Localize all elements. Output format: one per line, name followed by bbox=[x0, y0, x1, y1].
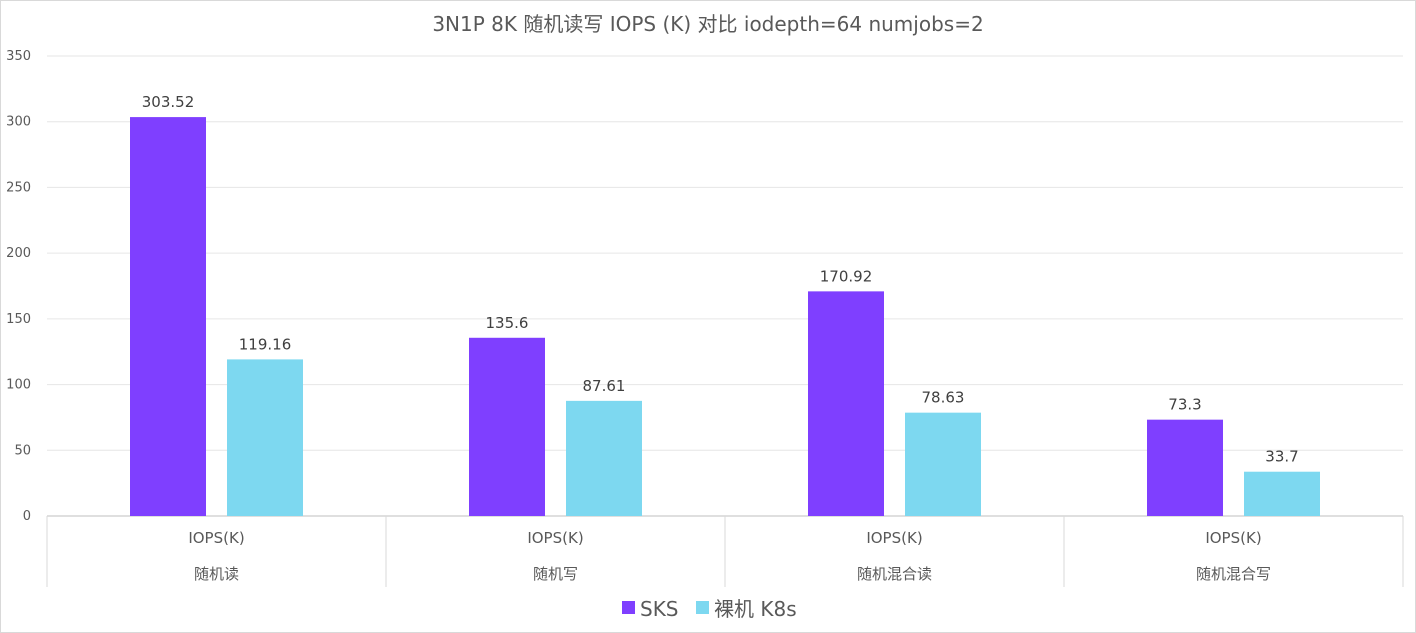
legend: SKS 裸机 K8s bbox=[622, 597, 797, 621]
bar bbox=[227, 359, 303, 516]
data-label: 170.92 bbox=[820, 267, 873, 285]
data-label: 33.7 bbox=[1265, 448, 1298, 466]
y-axis: 0 50 100 150 200 250 300 350 bbox=[6, 49, 31, 524]
data-label: 135.6 bbox=[486, 314, 529, 332]
bar bbox=[905, 412, 981, 516]
data-label: 73.3 bbox=[1168, 396, 1201, 414]
x-tick-label-group: 随机混合读 bbox=[857, 565, 932, 583]
y-tick-label: 150 bbox=[6, 312, 31, 327]
y-tick-label: 50 bbox=[14, 443, 31, 458]
data-label: 78.63 bbox=[922, 389, 965, 407]
data-label: 303.52 bbox=[142, 93, 195, 111]
bar bbox=[469, 337, 545, 516]
y-tick-label: 250 bbox=[6, 180, 31, 195]
legend-swatch bbox=[696, 601, 709, 614]
data-labels: 303.52 119.16 135.6 87.61 170.92 78.63 73.3 33.… bbox=[142, 93, 1299, 466]
y-tick-label: 300 bbox=[6, 115, 31, 130]
x-tick-label-metric: IOPS(K) bbox=[188, 529, 244, 547]
y-tick-label: 0 bbox=[23, 509, 31, 524]
bar bbox=[1147, 419, 1223, 516]
bar bbox=[808, 291, 884, 516]
bar bbox=[130, 117, 206, 516]
y-tick-label: 200 bbox=[6, 246, 31, 261]
data-label: 87.61 bbox=[583, 377, 626, 395]
chart-title: 3N1P 8K 随机读写 IOPS (K) 对比 iodepth=64 numj… bbox=[432, 12, 983, 36]
x-tick-label-group: 随机写 bbox=[533, 565, 578, 583]
x-tick-label-metric: IOPS(K) bbox=[866, 529, 922, 547]
legend-swatch bbox=[622, 601, 635, 614]
legend-label: SKS bbox=[640, 597, 679, 621]
x-tick-label-group: 随机读 bbox=[194, 565, 239, 583]
x-tick-label-metric: IOPS(K) bbox=[527, 529, 583, 547]
y-tick-label: 350 bbox=[6, 49, 31, 64]
x-tick-label-group: 随机混合写 bbox=[1196, 565, 1271, 583]
legend-label: 裸机 K8s bbox=[714, 597, 797, 621]
data-label: 119.16 bbox=[239, 335, 292, 353]
x-axis: IOPS(K) 随机读 IOPS(K) 随机写 IOPS(K) 随机混合读 IOPS(K) 随… bbox=[46, 516, 1404, 587]
bars bbox=[130, 117, 1320, 516]
y-tick-label: 100 bbox=[6, 378, 31, 393]
x-tick-label-metric: IOPS(K) bbox=[1205, 529, 1261, 547]
bar bbox=[1244, 471, 1320, 516]
bar bbox=[566, 400, 642, 516]
